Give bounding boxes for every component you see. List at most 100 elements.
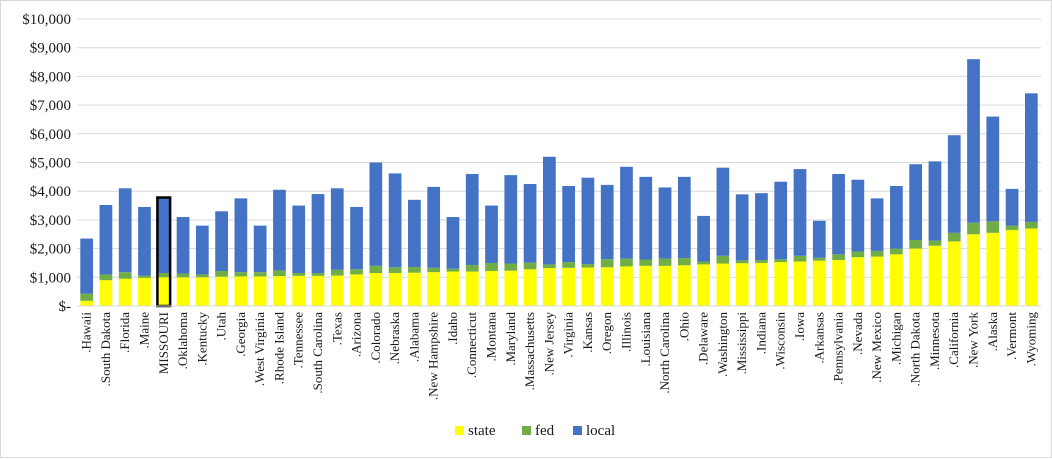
bar-local	[118, 188, 132, 273]
bar-fed	[292, 272, 306, 276]
y-tick-label: $3,000	[30, 213, 71, 229]
legend: state fed local	[455, 423, 615, 439]
bar-local	[639, 176, 653, 260]
y-axis-ticks: $- $1,000 $2,000 $3,000 $4,000 $5,000 $6,000 $7…	[22, 12, 71, 315]
x-tick-label: .Georgia	[233, 312, 248, 357]
x-axis-ticks: .Hawaii .South Dakota .Florida .Maine MISSOU…	[79, 312, 1039, 401]
bar-fed	[890, 248, 903, 255]
bar-local	[832, 173, 845, 255]
bar-fed	[195, 274, 209, 278]
bar-fed	[947, 232, 961, 242]
bar-fed	[523, 262, 537, 270]
bar-fed	[1005, 225, 1019, 230]
bar-state	[485, 270, 498, 306]
y-tick-label: $7,000	[30, 98, 71, 114]
bar-state	[1024, 228, 1038, 306]
bar-local	[195, 225, 209, 275]
legend-swatch-fed	[522, 426, 531, 435]
bar-state	[523, 269, 537, 306]
bar-state	[253, 276, 267, 306]
bar-state	[812, 260, 826, 306]
x-tick-label: .Idaho	[445, 312, 460, 345]
bar-local	[1024, 93, 1038, 222]
x-tick-label: .Iowa	[792, 312, 807, 341]
bar-local	[697, 215, 710, 262]
bar-state	[446, 271, 460, 306]
bar-state	[311, 275, 325, 306]
bar-fed	[967, 222, 980, 235]
x-tick-label: .Tennessee	[291, 312, 306, 369]
bar-fed	[542, 264, 556, 269]
bar-state	[716, 263, 730, 306]
x-tick-label: .Texas	[329, 312, 344, 345]
x-tick-label: .Kansas	[580, 312, 595, 353]
x-tick-label: .Rhode Island	[271, 312, 286, 385]
x-tick-label: .New York	[966, 312, 981, 368]
bar-fed	[697, 261, 710, 265]
bar-fed	[273, 270, 286, 277]
bar-fed	[812, 257, 826, 261]
x-tick-label: MISSOURI	[156, 312, 171, 374]
x-tick-label: .Pennsylvania	[831, 312, 846, 385]
x-tick-label: .Hawaii	[79, 312, 94, 353]
bar-state	[542, 268, 556, 306]
bar-local	[215, 211, 228, 271]
bar-fed	[99, 274, 113, 281]
x-tick-label: .Mississippi	[734, 312, 749, 375]
bar-fed	[330, 269, 344, 276]
bar-state	[118, 278, 132, 306]
legend-label-local: local	[586, 423, 615, 439]
x-tick-label: .California	[946, 312, 961, 368]
bar-fed	[138, 275, 151, 278]
x-tick-label: .Connecticut	[464, 312, 479, 378]
bar-state	[755, 262, 768, 306]
bar-local	[851, 179, 865, 252]
bar-local	[408, 199, 421, 267]
bar-fed	[485, 262, 498, 271]
bar-local	[350, 206, 363, 270]
x-tick-label: .Arkansas	[811, 312, 826, 364]
bar-local	[80, 238, 94, 294]
bar-local	[427, 186, 441, 268]
bar-fed	[427, 267, 441, 273]
bar-local	[330, 188, 344, 270]
bar-state	[408, 272, 421, 306]
bar-state	[350, 274, 363, 306]
bar-state	[465, 271, 479, 306]
x-tick-label: .Illinois	[618, 312, 633, 352]
bar-fed	[986, 221, 1000, 233]
bar-local	[793, 169, 807, 256]
bar-local	[967, 59, 980, 223]
bar-fed	[176, 273, 190, 278]
bars	[80, 59, 1038, 308]
x-tick-label: .New Jersey	[541, 312, 556, 376]
x-tick-label: .Oklahoma	[175, 312, 190, 370]
bar-local	[542, 156, 556, 265]
y-tick-label: $6,000	[30, 127, 71, 143]
bar-local	[176, 217, 190, 274]
y-tick-label: $9,000	[30, 41, 71, 57]
bar-state	[774, 262, 788, 306]
x-tick-label: .Oregon	[599, 312, 614, 355]
bar-fed	[215, 270, 228, 277]
x-tick-label: .Vermont	[1004, 312, 1019, 360]
x-tick-label: .Indiana	[753, 312, 768, 354]
y-tick-label: $4,000	[30, 184, 71, 200]
bar-fed	[677, 258, 691, 266]
bar-fed	[311, 272, 325, 276]
bar-fed	[735, 260, 749, 264]
bar-state	[157, 277, 171, 306]
bar-local	[600, 184, 614, 260]
x-tick-label: .Alabama	[406, 312, 421, 362]
bar-state	[99, 280, 113, 306]
bar-fed	[851, 251, 865, 258]
bar-fed	[408, 266, 421, 273]
bar-fed	[774, 259, 788, 263]
bar-fed	[658, 258, 672, 266]
bar-state	[793, 261, 807, 306]
bar-state	[677, 265, 691, 306]
bar-local	[812, 220, 826, 258]
x-tick-label: .Virginia	[561, 312, 576, 358]
x-tick-label: .Washington	[715, 312, 730, 378]
bar-fed	[388, 267, 402, 273]
